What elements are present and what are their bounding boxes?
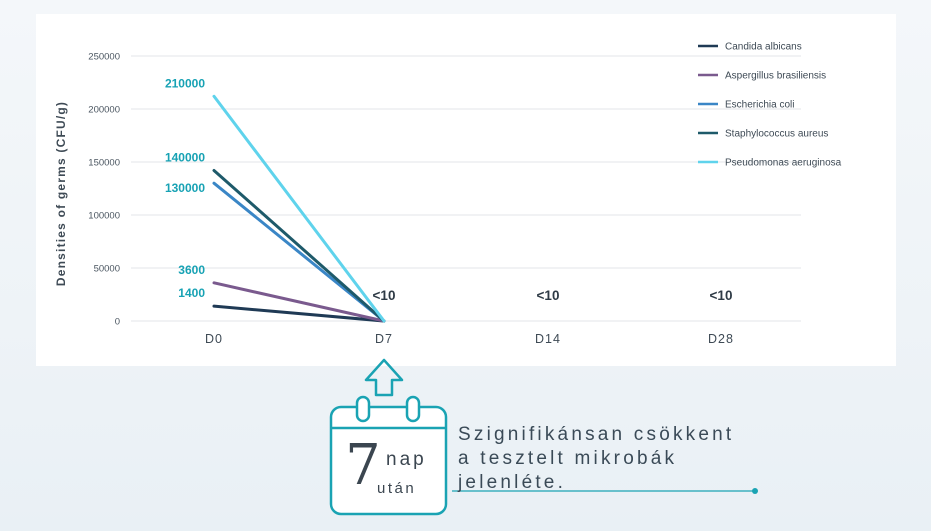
x-tick-label: D0 <box>205 332 223 346</box>
series-line <box>212 94 386 323</box>
y-tick-label: 200000 <box>88 105 120 116</box>
y-tick-label: 250000 <box>88 52 120 63</box>
series-line <box>212 181 386 323</box>
days-unit-bottom: után <box>377 480 417 497</box>
legend-label: Escherichia coli <box>725 100 794 111</box>
y-tick-label: 150000 <box>88 158 120 169</box>
series-line <box>212 304 386 323</box>
legend-label: Aspergillus brasiliensis <box>725 71 826 82</box>
annotation-label: <10 <box>373 288 396 303</box>
y-axis-title: Densities of germs (CFU/g) <box>54 101 68 286</box>
legend-label: Pseudomonas aeruginosa <box>725 158 842 169</box>
annotation-label: <10 <box>537 288 560 303</box>
annotation-label: <10 <box>710 288 733 303</box>
line-chart: 0 50000 100000 150000 200000 250000 D0 D7 D14 D28… <box>54 42 842 347</box>
legend-label: Candida albicans <box>725 42 802 53</box>
data-label: 140000 <box>165 150 205 164</box>
data-label: 3600 <box>178 263 205 277</box>
data-label: 210000 <box>165 76 205 90</box>
days-number: 7 <box>345 433 381 498</box>
y-tick-label: 100000 <box>88 211 120 222</box>
y-tick-label: 0 <box>115 317 120 328</box>
series-line <box>212 281 386 323</box>
data-label: 1400 <box>178 286 205 300</box>
y-tick-label: 50000 <box>94 264 120 275</box>
x-tick-label: D7 <box>375 332 393 346</box>
result-message: Szignifikánsan csökkent a tesztelt mikro… <box>458 424 735 493</box>
x-tick-label: D14 <box>535 332 561 346</box>
data-label: 130000 <box>165 181 205 195</box>
x-tick-label: D28 <box>708 332 734 346</box>
underline-dot <box>752 488 758 494</box>
chart-card: 0 50000 100000 150000 200000 250000 D0 D7 D14 D28… <box>36 14 896 366</box>
legend-label: Staphylococcus aureus <box>725 129 828 140</box>
series-line <box>212 168 386 323</box>
days-unit-top: nap <box>386 449 427 470</box>
